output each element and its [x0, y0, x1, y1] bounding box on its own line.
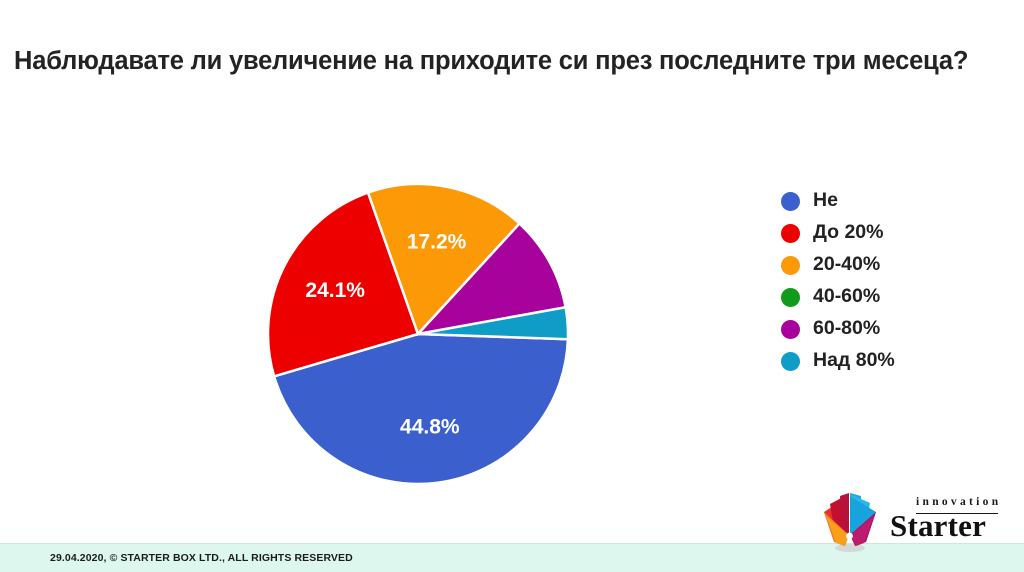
- legend-item[interactable]: 60-80%: [781, 313, 1001, 345]
- pie-slice[interactable]: [414, 221, 568, 336]
- legend-swatch-icon: [781, 319, 800, 339]
- page-title: Наблюдавате ли увеличение на приходите с…: [14, 47, 969, 75]
- legend-item-label: До 20%: [813, 221, 884, 244]
- legend-item[interactable]: До 20%: [781, 217, 1001, 249]
- pie-slice[interactable]: [366, 182, 522, 337]
- pie-slice-group: [266, 182, 570, 486]
- legend-item[interactable]: Над 80%: [781, 345, 1001, 377]
- legend-item[interactable]: Не: [781, 185, 1001, 217]
- pie-slice[interactable]: [272, 332, 570, 486]
- pie-chart-svg: 44.8% 24.1% 17.2%: [266, 182, 570, 486]
- logo-innovation-text: innovation: [916, 496, 1002, 508]
- legend-item[interactable]: 20-40%: [781, 249, 1001, 281]
- pie-slice[interactable]: [417, 305, 570, 341]
- legend-swatch-icon: [781, 351, 800, 371]
- legend-swatch-icon: [781, 223, 800, 243]
- legend-item-label: 40-60%: [813, 285, 881, 308]
- legend-swatch-icon: [781, 191, 800, 211]
- footer-divider: [0, 543, 1024, 544]
- legend-item-label: Над 80%: [813, 349, 895, 372]
- pie-label-group: 44.8% 24.1% 17.2%: [305, 230, 466, 438]
- pie-slice-label: 24.1%: [305, 279, 365, 302]
- legend-swatch-icon: [781, 287, 800, 307]
- legend-swatch-icon: [781, 255, 800, 275]
- chart-legend: Не До 20% 20-40% 40-60% 60-80% Над 80%: [781, 185, 1001, 377]
- legend-item-label: 60-80%: [813, 317, 881, 340]
- legend-item-label: 20-40%: [813, 253, 881, 276]
- pie-chart: 44.8% 24.1% 17.2%: [252, 172, 592, 492]
- copyright-text: 29.04.2020, © STARTER BOX LTD., ALL RIGH…: [50, 551, 353, 564]
- pie-slice-label: 17.2%: [407, 230, 467, 253]
- logo-wordmark: innovation Starter: [890, 494, 1000, 548]
- innovation-starter-mark-icon: [824, 493, 876, 552]
- logo-rule: [916, 513, 998, 515]
- legend-item[interactable]: 40-60%: [781, 281, 1001, 313]
- pie-slice[interactable]: [266, 190, 420, 378]
- logo-starter-text: Starter: [890, 508, 987, 543]
- pie-slice-label: 44.8%: [400, 415, 460, 438]
- company-logo: innovation Starter: [812, 486, 998, 558]
- legend-item-label: Не: [813, 189, 838, 212]
